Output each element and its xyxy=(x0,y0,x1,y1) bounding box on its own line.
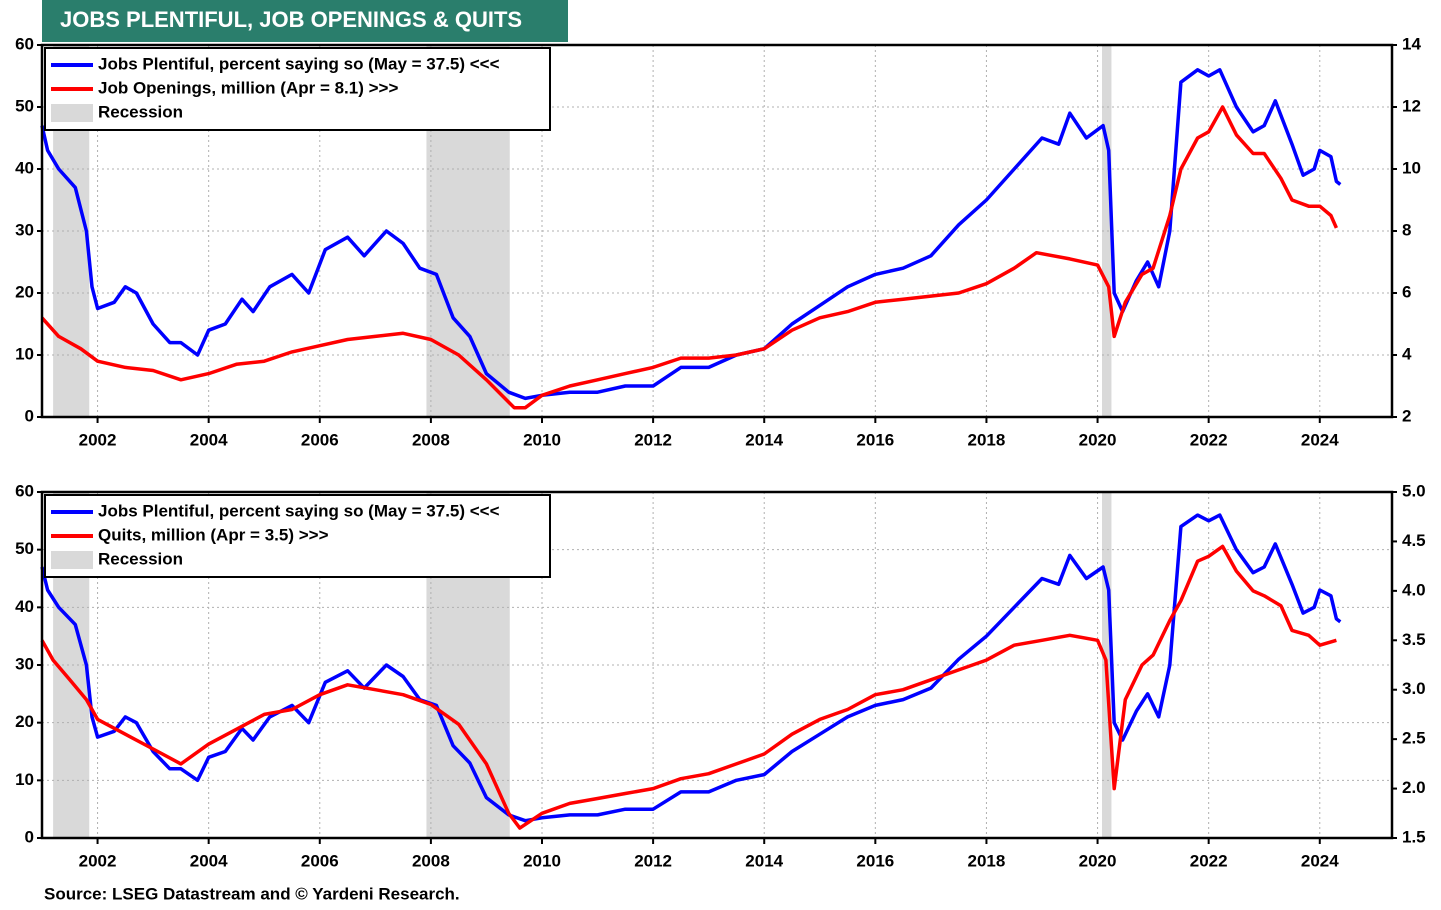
y2-tick-label: 3.5 xyxy=(1402,630,1426,649)
title-box xyxy=(42,0,568,42)
y2-tick-label: 4.0 xyxy=(1402,580,1426,599)
legend-swatch xyxy=(51,551,93,569)
y2-tick-label: 2 xyxy=(1402,406,1411,425)
y2-tick-label: 2.5 xyxy=(1402,729,1426,748)
x-tick-label: 2014 xyxy=(745,851,783,870)
x-tick-label: 2008 xyxy=(412,430,450,449)
legend-label: Jobs Plentiful, percent saying so (May =… xyxy=(98,54,500,73)
plot-frame xyxy=(40,43,1394,419)
y2-tick-label: 1.5 xyxy=(1402,827,1426,846)
legend-label: Recession xyxy=(98,549,183,568)
y2-tick-label: 2.0 xyxy=(1402,778,1426,797)
x-tick-label: 2016 xyxy=(856,851,894,870)
y-tick-label: 40 xyxy=(15,158,34,177)
legend-label: Job Openings, million (Apr = 8.1) >>> xyxy=(98,78,398,97)
x-tick-label: 2018 xyxy=(968,851,1006,870)
y-tick-label: 40 xyxy=(15,597,34,616)
series-line xyxy=(40,513,1342,823)
x-tick-label: 2006 xyxy=(301,430,339,449)
y2-tick-label: 12 xyxy=(1402,96,1421,115)
series-line xyxy=(40,544,1337,830)
x-tick-label: 2024 xyxy=(1301,430,1339,449)
x-tick-label: 2022 xyxy=(1190,430,1228,449)
x-tick-label: 2016 xyxy=(856,430,894,449)
series-line xyxy=(40,68,1342,401)
legend-label: Jobs Plentiful, percent saying so (May =… xyxy=(98,501,500,520)
x-tick-label: 2022 xyxy=(1190,851,1228,870)
x-tick-label: 2014 xyxy=(745,430,783,449)
x-tick-label: 2020 xyxy=(1079,851,1117,870)
source: Source: LSEG Datastream and © Yardeni Re… xyxy=(44,884,460,903)
y-tick-label: 0 xyxy=(25,406,34,425)
y2-tick-label: 5.0 xyxy=(1402,481,1426,500)
y-tick-label: 30 xyxy=(15,654,34,673)
y-tick-label: 10 xyxy=(15,770,34,789)
y-tick-label: 50 xyxy=(15,96,34,115)
y2-tick-label: 4.5 xyxy=(1402,531,1426,550)
legend-swatch xyxy=(51,104,93,122)
y-tick-label: 20 xyxy=(15,282,34,301)
legend-label: Recession xyxy=(98,102,183,121)
y2-tick-label: 6 xyxy=(1402,282,1411,301)
y-tick-label: 0 xyxy=(25,827,34,846)
x-tick-label: 2018 xyxy=(968,430,1006,449)
chart-title: JOBS PLENTIFUL, JOB OPENINGS & QUITS xyxy=(60,7,522,32)
x-tick-label: 2012 xyxy=(634,430,672,449)
y-tick-label: 60 xyxy=(15,481,34,500)
x-tick-label: 2010 xyxy=(523,851,561,870)
y2-tick-label: 4 xyxy=(1402,344,1412,363)
y-tick-label: 60 xyxy=(15,34,34,53)
y2-tick-label: 10 xyxy=(1402,158,1421,177)
legend-box xyxy=(44,47,551,131)
legend-label: Quits, million (Apr = 3.5) >>> xyxy=(98,525,329,544)
y-tick-label: 10 xyxy=(15,344,34,363)
y-tick-label: 50 xyxy=(15,539,34,558)
x-tick-label: 2004 xyxy=(190,851,228,870)
x-tick-label: 2024 xyxy=(1301,851,1339,870)
y2-tick-label: 8 xyxy=(1402,220,1411,239)
recession-band xyxy=(1102,45,1112,417)
x-tick-label: 2020 xyxy=(1079,430,1117,449)
x-tick-label: 2002 xyxy=(79,851,117,870)
x-tick-label: 2010 xyxy=(523,430,561,449)
y-tick-label: 20 xyxy=(15,712,34,731)
y2-tick-label: 14 xyxy=(1402,34,1421,53)
series-line xyxy=(40,105,1338,410)
plot-frame xyxy=(40,490,1394,840)
x-tick-label: 2012 xyxy=(634,851,672,870)
x-tick-label: 2006 xyxy=(301,851,339,870)
x-tick-label: 2008 xyxy=(412,851,450,870)
y2-tick-label: 3.0 xyxy=(1402,679,1426,698)
legend-box xyxy=(44,494,551,578)
y-tick-label: 30 xyxy=(15,220,34,239)
x-tick-label: 2004 xyxy=(190,430,228,449)
x-tick-label: 2002 xyxy=(79,430,117,449)
